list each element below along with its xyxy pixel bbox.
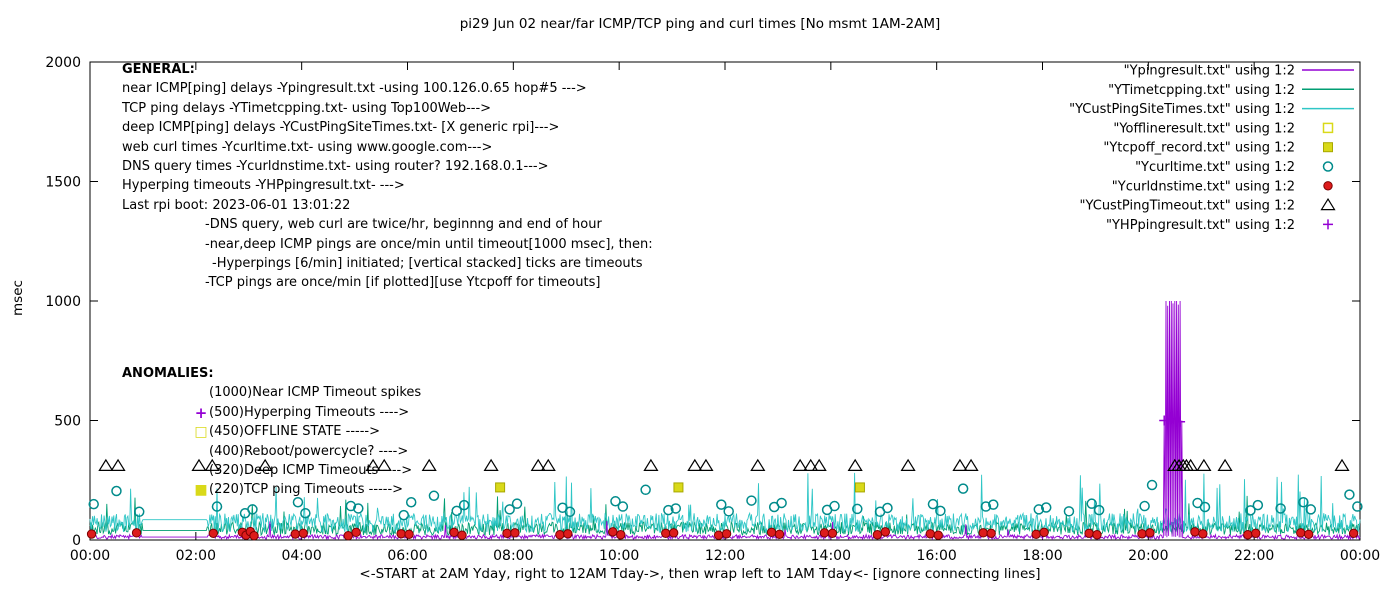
series-Ycurltime [88, 479, 1363, 521]
legend: "Ypingresult.txt" using 1:2 "YTimetcpping… [1069, 64, 1354, 233]
plus-icon: + [194, 403, 208, 422]
series-YCustPingTimeout [98, 458, 1350, 472]
anomaly-text: (320)Deep ICMP Timeouts ----> [209, 463, 413, 479]
x-tick-label: 10:00 [599, 548, 639, 564]
legend-item-0: "Ypingresult.txt" using 1:2 [1124, 64, 1354, 79]
x-axis-label: <-START at 2AM Yday, right to 12AM Tday-… [359, 566, 1041, 582]
chart-title: pi29 Jun 02 near/far ICMP/TCP ping and c… [459, 16, 941, 32]
series-Ytcpoff_record [495, 482, 865, 493]
y-tick-label: 0 [72, 533, 81, 549]
general-line: Last rpi boot: 2023-06-01 13:01:22 [122, 197, 351, 213]
legend-item-4: "Ytcpoff_record.txt" using 1:2 [1103, 141, 1333, 156]
x-tick-label: 22:00 [1234, 548, 1274, 564]
legend-item-5: "Ycurltime.txt" using 1:2 [1135, 160, 1334, 175]
general-line: near ICMP[ping] delays -Ypingresult.txt … [122, 81, 587, 97]
x-tick-label: 14:00 [811, 548, 851, 564]
legend-item-6: "Ycurldnstime.txt" using 1:2 [1112, 179, 1333, 194]
y-tick-label: 1500 [45, 175, 81, 191]
series-Ycurldnstime [86, 526, 1359, 541]
legend-label: "Yofflineresult.txt" using 1:2 [1113, 121, 1295, 136]
anomaly-item: (400)Reboot/powercycle? ----> [122, 442, 421, 461]
anomaly-item: ■ (220)TCP ping Timeouts -----> [122, 480, 421, 499]
anomaly-text: (400)Reboot/powercycle? ----> [209, 443, 409, 459]
anomaly-item: □ (450)OFFLINE STATE -----> [122, 422, 421, 441]
legend-item-1: "YTimetcpping.txt" using 1:2 [1108, 83, 1354, 98]
x-axis-ticks: 00:00 02:00 04:00 06:00 08:00 10:00 12:00 14:00… [70, 62, 1380, 564]
y-axis-ticks: 0 500 1000 1500 2000 [45, 55, 1360, 549]
general-line: TCP ping delays -YTimetcpping.txt- using… [122, 100, 492, 116]
legend-label: "YTimetcpping.txt" using 1:2 [1108, 83, 1295, 98]
x-tick-label: 12:00 [705, 548, 745, 564]
legend-item-7: "YCustPingTimeout.txt" using 1:2 [1080, 197, 1336, 214]
series-YCustPingSiteTimes [89, 472, 1361, 534]
series-YHPpingresult [1159, 414, 1186, 427]
y-tick-label: 500 [54, 414, 81, 430]
x-tick-label: 04:00 [281, 548, 321, 564]
anomaly-item: (320)Deep ICMP Timeouts ----> [122, 461, 421, 480]
legend-label: "YCustPingTimeout.txt" using 1:2 [1080, 199, 1295, 214]
general-line: -TCP pings are once/min [if plotted][use… [205, 275, 601, 291]
anomaly-item: (1000)Near ICMP Timeout spikes [122, 383, 421, 402]
legend-label: "Ytcpoff_record.txt" using 1:2 [1103, 141, 1295, 156]
x-tick-label: 00:00 [1340, 548, 1380, 564]
x-tick-label: 18:00 [1022, 548, 1062, 564]
general-line: -DNS query, web curl are twice/hr, begin… [205, 217, 602, 233]
anomaly-text: (450)OFFLINE STATE -----> [209, 424, 380, 440]
anomalies-header: ANOMALIES: [122, 366, 214, 381]
anomalies-annotation: ANOMALIES: (1000)Near ICMP Timeout spike… [122, 364, 421, 500]
general-header: GENERAL: [122, 62, 195, 77]
general-line: deep ICMP[ping] delays -YCustPingSiteTim… [122, 120, 560, 136]
x-tick-label: 06:00 [387, 548, 427, 564]
legend-item-2: "YCustPingSiteTimes.txt" using 1:2 [1069, 102, 1354, 117]
general-line: web curl times -Ycurltime.txt- using www… [122, 139, 493, 155]
x-tick-label: 00:00 [70, 548, 110, 564]
legend-item-3: "Yofflineresult.txt" using 1:2 [1113, 121, 1334, 136]
general-line: DNS query times -Ycurldnstime.txt- using… [122, 159, 549, 175]
x-tick-label: 02:00 [176, 548, 216, 564]
anomaly-text: (500)Hyperping Timeouts ----> [209, 404, 410, 420]
legend-label: "Ypingresult.txt" using 1:2 [1124, 64, 1295, 79]
anomaly-text: (220)TCP ping Timeouts -----> [209, 482, 404, 498]
square-filled-icon: ■ [194, 482, 208, 499]
anomaly-item: + (500)Hyperping Timeouts ----> [122, 403, 421, 422]
y-tick-label: 1000 [45, 294, 81, 310]
general-line: -near,deep ICMP pings are once/min until… [205, 236, 653, 252]
square-open-icon: □ [194, 423, 208, 440]
general-line: Hyperping timeouts -YHPpingresult.txt- -… [122, 178, 405, 194]
x-tick-label: 16:00 [916, 548, 956, 564]
legend-label: "YCustPingSiteTimes.txt" using 1:2 [1069, 102, 1295, 117]
legend-label: "Ycurltime.txt" using 1:2 [1135, 160, 1295, 175]
y-tick-label: 2000 [45, 55, 81, 71]
series-Ypingresult [89, 300, 1361, 541]
general-line: -Hyperpings [6/min] initiated; [vertical… [212, 256, 643, 272]
legend-item-8: "YHPpingresult.txt" using 1:2 [1106, 218, 1333, 233]
x-tick-label: 08:00 [493, 548, 533, 564]
general-annotation: GENERAL: near ICMP[ping] delays -Ypingres… [122, 60, 653, 293]
anomaly-text: (1000)Near ICMP Timeout spikes [209, 385, 422, 401]
legend-label: "YHPpingresult.txt" using 1:2 [1106, 218, 1295, 233]
series-YTimetcpping [89, 495, 1361, 537]
legend-label: "Ycurldnstime.txt" using 1:2 [1112, 179, 1295, 194]
x-tick-label: 20:00 [1128, 548, 1168, 564]
